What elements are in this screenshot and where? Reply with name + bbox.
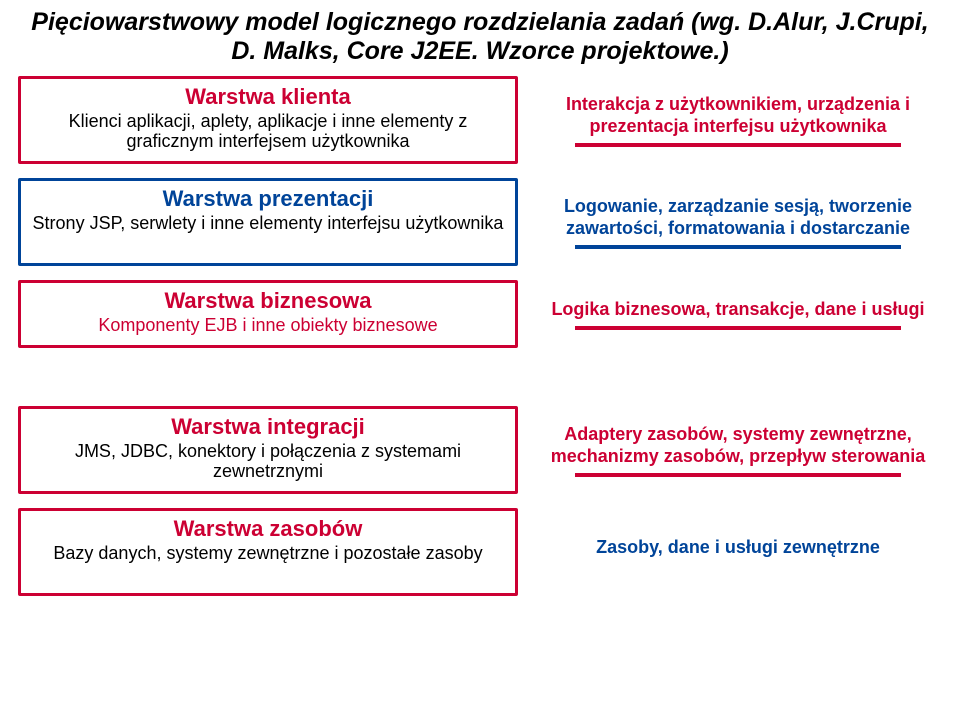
layer-desc: Adaptery zasobów, systemy zewnętrzne, me… bbox=[534, 424, 942, 475]
page-title: Pięciowarstwowy model logicznego rozdzie… bbox=[18, 8, 942, 66]
layer-row: Warstwa klienta Klienci aplikacji, aplet… bbox=[18, 76, 942, 164]
card-title: Warstwa zasobów bbox=[31, 517, 505, 541]
layer-row: Warstwa prezentacji Strony JSP, serwlety… bbox=[18, 178, 942, 266]
layer-card-resources: Warstwa zasobów Bazy danych, systemy zew… bbox=[18, 508, 518, 596]
layer-card-presentation: Warstwa prezentacji Strony JSP, serwlety… bbox=[18, 178, 518, 266]
card-sub: Komponenty EJB i inne obiekty biznesowe bbox=[31, 315, 505, 336]
layer-desc: Logika biznesowa, transakcje, dane i usł… bbox=[534, 299, 942, 329]
card-sub: Bazy danych, systemy zewnętrzne i pozost… bbox=[31, 543, 505, 564]
page-root: Pięciowarstwowy model logicznego rozdzie… bbox=[0, 0, 960, 712]
layer-desc: Interakcja z użytkownikiem, urządzenia i… bbox=[534, 94, 942, 145]
layers-container: Warstwa klienta Klienci aplikacji, aplet… bbox=[18, 76, 942, 596]
layer-row: Warstwa zasobów Bazy danych, systemy zew… bbox=[18, 508, 942, 596]
card-sub: JMS, JDBC, konektory i połączenia z syst… bbox=[31, 441, 505, 482]
card-title: Warstwa klienta bbox=[31, 85, 505, 109]
card-title: Warstwa prezentacji bbox=[31, 187, 505, 211]
layer-desc: Logowanie, zarządzanie sesją, tworzenie … bbox=[534, 196, 942, 247]
card-sub: Klienci aplikacji, aplety, aplikacje i i… bbox=[31, 111, 505, 152]
card-title: Warstwa biznesowa bbox=[31, 289, 505, 313]
row-spacer bbox=[18, 362, 942, 392]
layer-card-business: Warstwa biznesowa Komponenty EJB i inne … bbox=[18, 280, 518, 348]
layer-card-client: Warstwa klienta Klienci aplikacji, aplet… bbox=[18, 76, 518, 164]
card-title: Warstwa integracji bbox=[31, 415, 505, 439]
card-sub: Strony JSP, serwlety i inne elementy int… bbox=[31, 213, 505, 234]
layer-row: Warstwa integracji JMS, JDBC, konektory … bbox=[18, 406, 942, 494]
layer-card-integration: Warstwa integracji JMS, JDBC, konektory … bbox=[18, 406, 518, 494]
layer-desc: Zasoby, dane i usługi zewnętrzne bbox=[534, 537, 942, 567]
layer-row: Warstwa biznesowa Komponenty EJB i inne … bbox=[18, 280, 942, 348]
